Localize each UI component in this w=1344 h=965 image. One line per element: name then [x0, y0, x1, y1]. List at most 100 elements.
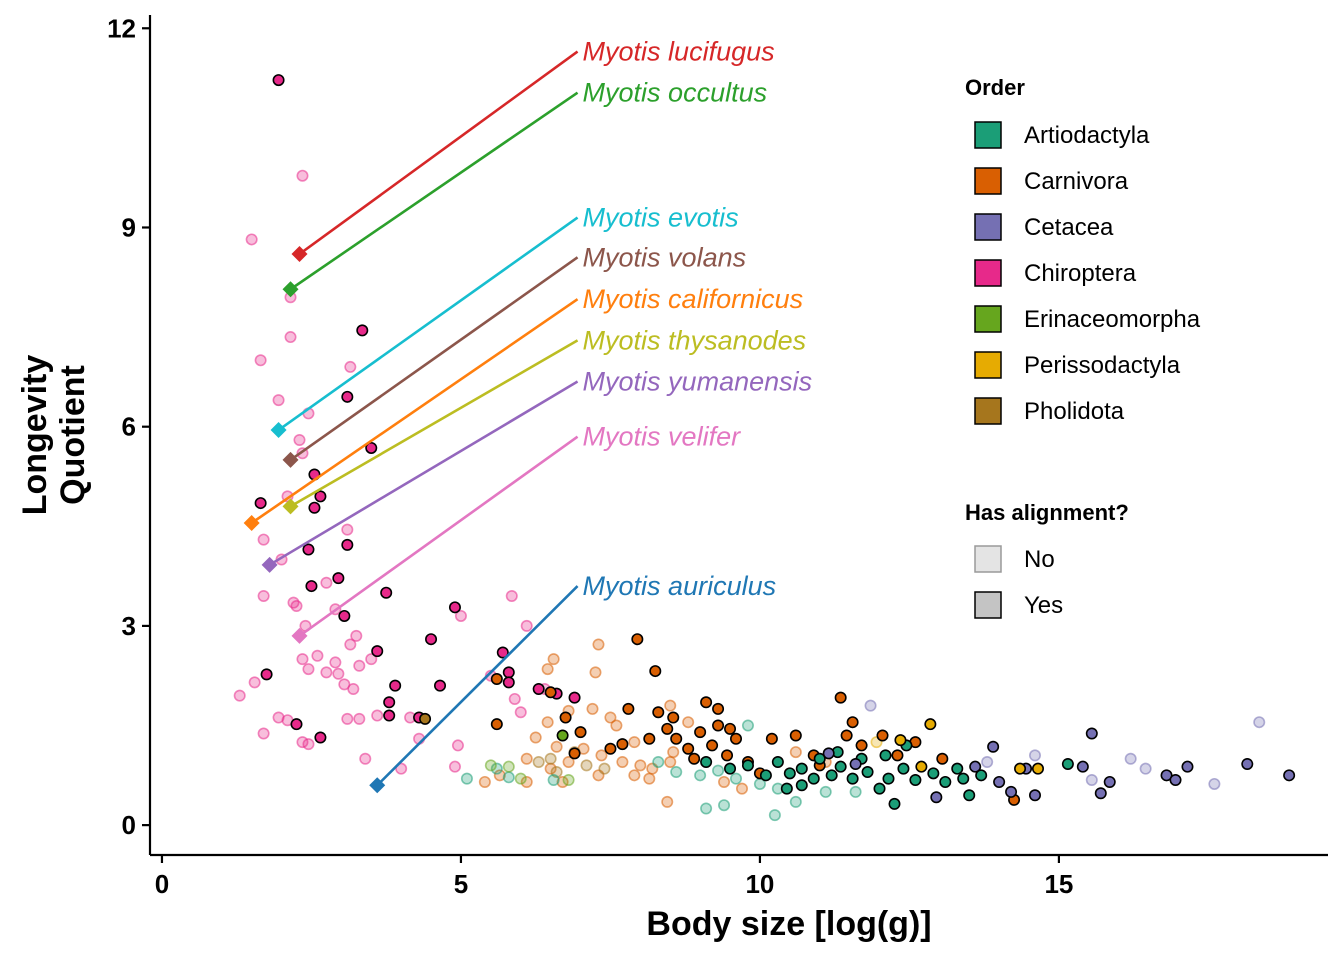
species-label: Myotis occultus: [583, 78, 768, 108]
data-point-no-alignment: [296, 169, 309, 182]
data-point-no-alignment: [544, 752, 557, 765]
data-point-no-alignment: [290, 599, 303, 612]
data-point-with-alignment: [559, 711, 572, 724]
data-point-with-alignment: [771, 756, 784, 769]
species-label: Myotis volans: [583, 242, 747, 272]
data-point-no-alignment: [1208, 777, 1221, 790]
species-marker: [261, 556, 278, 573]
legend-swatch: [974, 545, 1002, 573]
data-point-no-alignment: [1139, 762, 1152, 775]
data-point-with-alignment: [1014, 762, 1027, 775]
data-point-no-alignment: [604, 711, 617, 724]
data-point-with-alignment: [834, 691, 847, 704]
points-with-alignment: [254, 74, 1296, 810]
data-point-with-alignment: [622, 702, 635, 715]
data-point-no-alignment: [248, 676, 261, 689]
y-axis-title-line: Quotient: [54, 365, 92, 505]
legend: Order Artiodactyla Carnivora Cetacea Chiropt…: [965, 75, 1201, 619]
data-point-with-alignment: [969, 760, 982, 773]
data-point-with-alignment: [652, 706, 665, 719]
data-point-no-alignment: [371, 709, 384, 722]
data-point-no-alignment: [661, 795, 674, 808]
data-point-with-alignment: [1085, 727, 1098, 740]
legend-label: Yes: [1024, 592, 1063, 619]
data-point-with-alignment: [861, 765, 874, 778]
x-axis-title: Body size [log(g)]: [646, 905, 931, 943]
data-point-with-alignment: [855, 739, 868, 752]
data-point-with-alignment: [643, 732, 656, 745]
data-point-no-alignment: [789, 746, 802, 759]
data-point-no-alignment: [454, 609, 467, 622]
data-point-with-alignment: [936, 752, 949, 765]
data-point-no-alignment: [718, 775, 731, 788]
data-point-no-alignment: [547, 773, 560, 786]
data-point-no-alignment: [502, 771, 515, 784]
data-point-with-alignment: [846, 772, 859, 785]
data-point-no-alignment: [293, 433, 306, 446]
data-point-no-alignment: [864, 699, 877, 712]
data-point-with-alignment: [700, 756, 713, 769]
data-point-no-alignment: [670, 765, 683, 778]
data-point-with-alignment: [308, 501, 321, 514]
data-point-no-alignment: [682, 716, 695, 729]
data-point-with-alignment: [448, 601, 461, 614]
species-label: Myotis californicus: [583, 284, 804, 314]
species-leader-line: [376, 585, 579, 787]
data-point-with-alignment: [1103, 775, 1116, 788]
data-point-with-alignment: [1031, 762, 1044, 775]
data-point-with-alignment: [825, 769, 838, 782]
legend-swatch: [974, 167, 1002, 195]
species-label: Myotis thysanodes: [583, 325, 807, 355]
data-point-no-alignment: [493, 769, 506, 782]
data-point-no-alignment: [451, 739, 464, 752]
data-point-with-alignment: [706, 739, 719, 752]
y-tick-label: 12: [107, 13, 136, 43]
data-point-with-alignment: [888, 797, 901, 810]
data-point-with-alignment: [1061, 758, 1074, 771]
species-leader-line: [289, 91, 579, 291]
data-point-no-alignment: [520, 775, 533, 788]
data-point-with-alignment: [425, 633, 438, 646]
data-point-with-alignment: [721, 749, 734, 762]
data-point-with-alignment: [290, 718, 303, 731]
data-point-with-alignment: [305, 580, 318, 593]
data-point-no-alignment: [547, 653, 560, 666]
y-axis-title: LongevityQuotient: [16, 355, 92, 516]
legend-swatch: [974, 121, 1002, 149]
data-point-with-alignment: [1094, 787, 1107, 800]
y-tick-label: 3: [122, 611, 136, 641]
species-marker: [291, 627, 308, 644]
species-leader-line: [250, 298, 579, 525]
data-point-with-alignment: [502, 676, 515, 689]
data-point-with-alignment: [574, 726, 587, 739]
data-point-with-alignment: [667, 711, 680, 724]
data-point-no-alignment: [735, 782, 748, 795]
legend-label: Erinaceomorpha: [1024, 306, 1201, 333]
legend-label: Carnivora: [1024, 168, 1129, 195]
data-point-no-alignment: [981, 756, 994, 769]
legend-swatch: [974, 259, 1002, 287]
data-point-no-alignment: [541, 716, 554, 729]
data-point-with-alignment: [822, 747, 835, 760]
data-point-no-alignment: [341, 523, 354, 536]
legend-swatch: [974, 305, 1002, 333]
data-point-no-alignment: [628, 736, 641, 749]
data-point-no-alignment: [254, 354, 267, 367]
data-point-no-alignment: [589, 666, 602, 679]
highlighted-species: Myotis lucifugus Myotis occultus Myotis ev…: [243, 37, 812, 794]
data-point-with-alignment: [419, 712, 432, 725]
data-point-with-alignment: [1169, 773, 1182, 786]
data-point-no-alignment: [302, 738, 315, 751]
data-point-no-alignment: [296, 653, 309, 666]
data-point-no-alignment: [514, 772, 527, 785]
data-point-with-alignment: [993, 775, 1006, 788]
data-point-with-alignment: [490, 718, 503, 731]
data-point-no-alignment: [562, 756, 575, 769]
data-point-no-alignment: [652, 756, 665, 769]
y-tick-label: 0: [122, 810, 136, 840]
data-point-no-alignment: [541, 663, 554, 676]
data-point-with-alignment: [356, 324, 369, 337]
data-point-with-alignment: [765, 732, 778, 745]
